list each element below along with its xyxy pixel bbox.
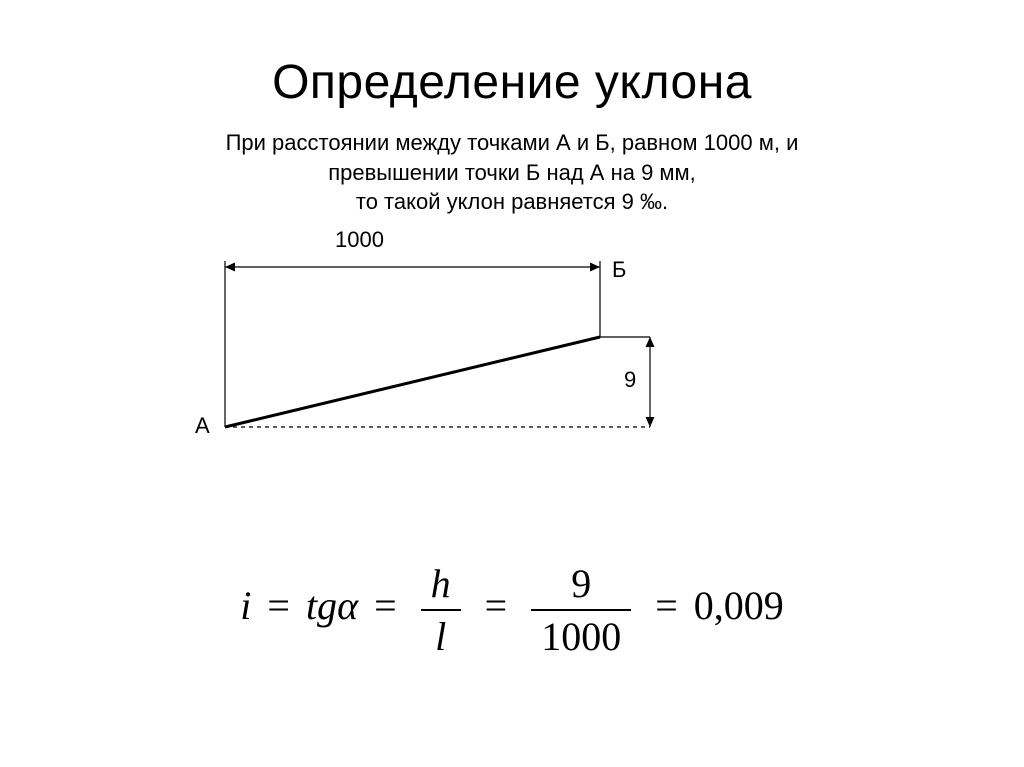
- fraction1-denominator: l: [421, 609, 461, 660]
- fraction2-numerator: 9: [531, 560, 631, 609]
- diagram-svg: [0, 227, 1024, 467]
- slope-diagram: 1000 Б 9 А: [0, 227, 1024, 467]
- subtitle-line-3: то такой уклон равняется 9 ‰.: [0, 187, 1024, 217]
- equals-sign-3: =: [485, 583, 508, 628]
- formula-alpha: α: [337, 583, 358, 628]
- equals-sign-1: =: [267, 583, 290, 628]
- slope-formula: i = tgα = h l = 9 1000 = 0,009: [0, 560, 1024, 660]
- formula-lhs: i: [240, 583, 251, 628]
- fraction-h-over-l: h l: [421, 560, 461, 660]
- equals-sign-2: =: [374, 583, 397, 628]
- subtitle-line-2: превышении точки Б над А на 9 мм,: [0, 158, 1024, 188]
- fraction-9-over-1000: 9 1000: [531, 560, 631, 660]
- equals-sign-4: =: [655, 583, 678, 628]
- fraction2-denominator: 1000: [531, 609, 631, 660]
- formula-result: 0,009: [694, 583, 784, 628]
- page: Определение уклона При расстоянии между …: [0, 0, 1024, 767]
- fraction1-numerator: h: [421, 560, 461, 609]
- page-title: Определение уклона: [0, 0, 1024, 110]
- subtitle-block: При расстоянии между точками А и Б, равн…: [0, 128, 1024, 217]
- subtitle-line-1: При расстоянии между точками А и Б, равн…: [0, 128, 1024, 158]
- formula-tg: tg: [306, 583, 337, 628]
